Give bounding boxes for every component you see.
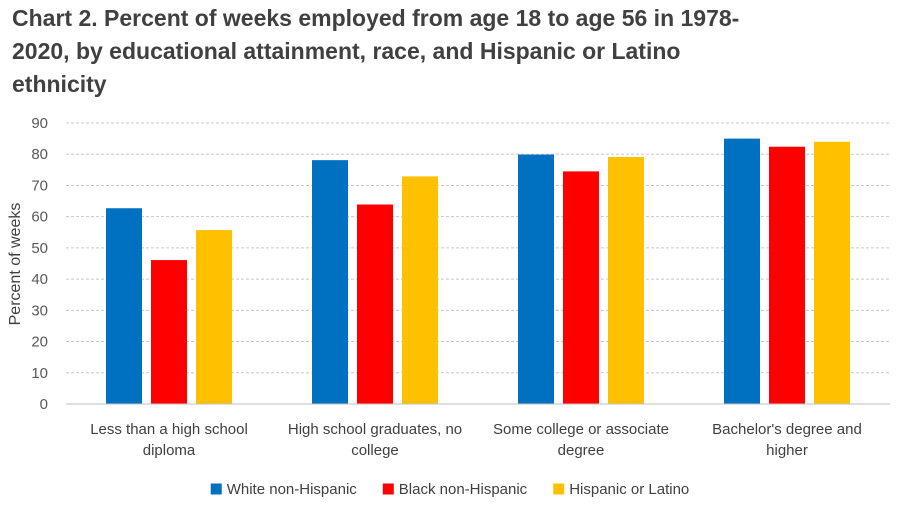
bar: White non-Hispanic: 78.1: [312, 160, 348, 404]
y-tick-label: 30: [31, 302, 48, 319]
x-category-label: High school graduates, no college: [288, 421, 462, 459]
bar: Hispanic or Latino: 84: [814, 141, 850, 404]
bar: White non-Hispanic: 79.9: [518, 154, 554, 404]
bars: White non-Hispanic: 62.7 White non-Hispan…: [106, 138, 850, 404]
x-category-label: Less than a high school diploma: [90, 421, 248, 459]
y-tick-label: 50: [31, 240, 48, 257]
legend: White non-Hispanic Black non-Hispanic Hisp…: [210, 481, 689, 498]
legend-swatch: [210, 483, 222, 495]
y-tick-label: 90: [31, 115, 48, 132]
legend-label: White non-Hispanic: [227, 481, 358, 498]
bar: Hispanic or Latino: 79.1: [608, 157, 644, 404]
y-tick-label: 20: [31, 334, 48, 351]
x-category-label: Bachelor's degree and higher: [712, 421, 862, 459]
bar: White non-Hispanic: 85: [724, 138, 760, 404]
bar: Hispanic or Latino: 72.9: [402, 176, 438, 404]
y-axis-ticks: 0 10 20 30 40 50 60 70 80 90: [31, 115, 48, 413]
y-axis-title: Percent of weeks: [7, 203, 24, 326]
bar: Black non-Hispanic: 63.9: [357, 204, 393, 404]
y-axis-title-group: Percent of weeks: [7, 203, 24, 326]
bar: Black non-Hispanic: 74.5: [563, 171, 599, 404]
bar: White non-Hispanic: 62.7: [106, 208, 142, 404]
legend-label: Hispanic or Latino: [569, 481, 689, 498]
gridlines: [66, 122, 890, 374]
y-tick-label: 0: [40, 396, 48, 413]
legend-swatch: [382, 483, 394, 495]
y-tick-label: 40: [31, 271, 48, 288]
x-axis: Less than a high school diploma High schoo…: [66, 403, 890, 459]
y-tick-label: 80: [31, 146, 48, 163]
x-category-label: Some college or associate degree: [493, 421, 669, 459]
y-tick-label: 60: [31, 209, 48, 226]
legend-swatch: [553, 483, 565, 495]
bar: Black non-Hispanic: 82.4: [769, 146, 805, 404]
chart-title: Chart 2. Percent of weeks employed from …: [12, 5, 740, 97]
y-tick-label: 10: [31, 365, 48, 382]
y-tick-label: 70: [31, 177, 48, 194]
bar: Hispanic or Latino: 55.7: [196, 230, 232, 404]
legend-label: Black non-Hispanic: [399, 481, 528, 498]
bar: Black non-Hispanic: 46.1: [151, 260, 187, 404]
